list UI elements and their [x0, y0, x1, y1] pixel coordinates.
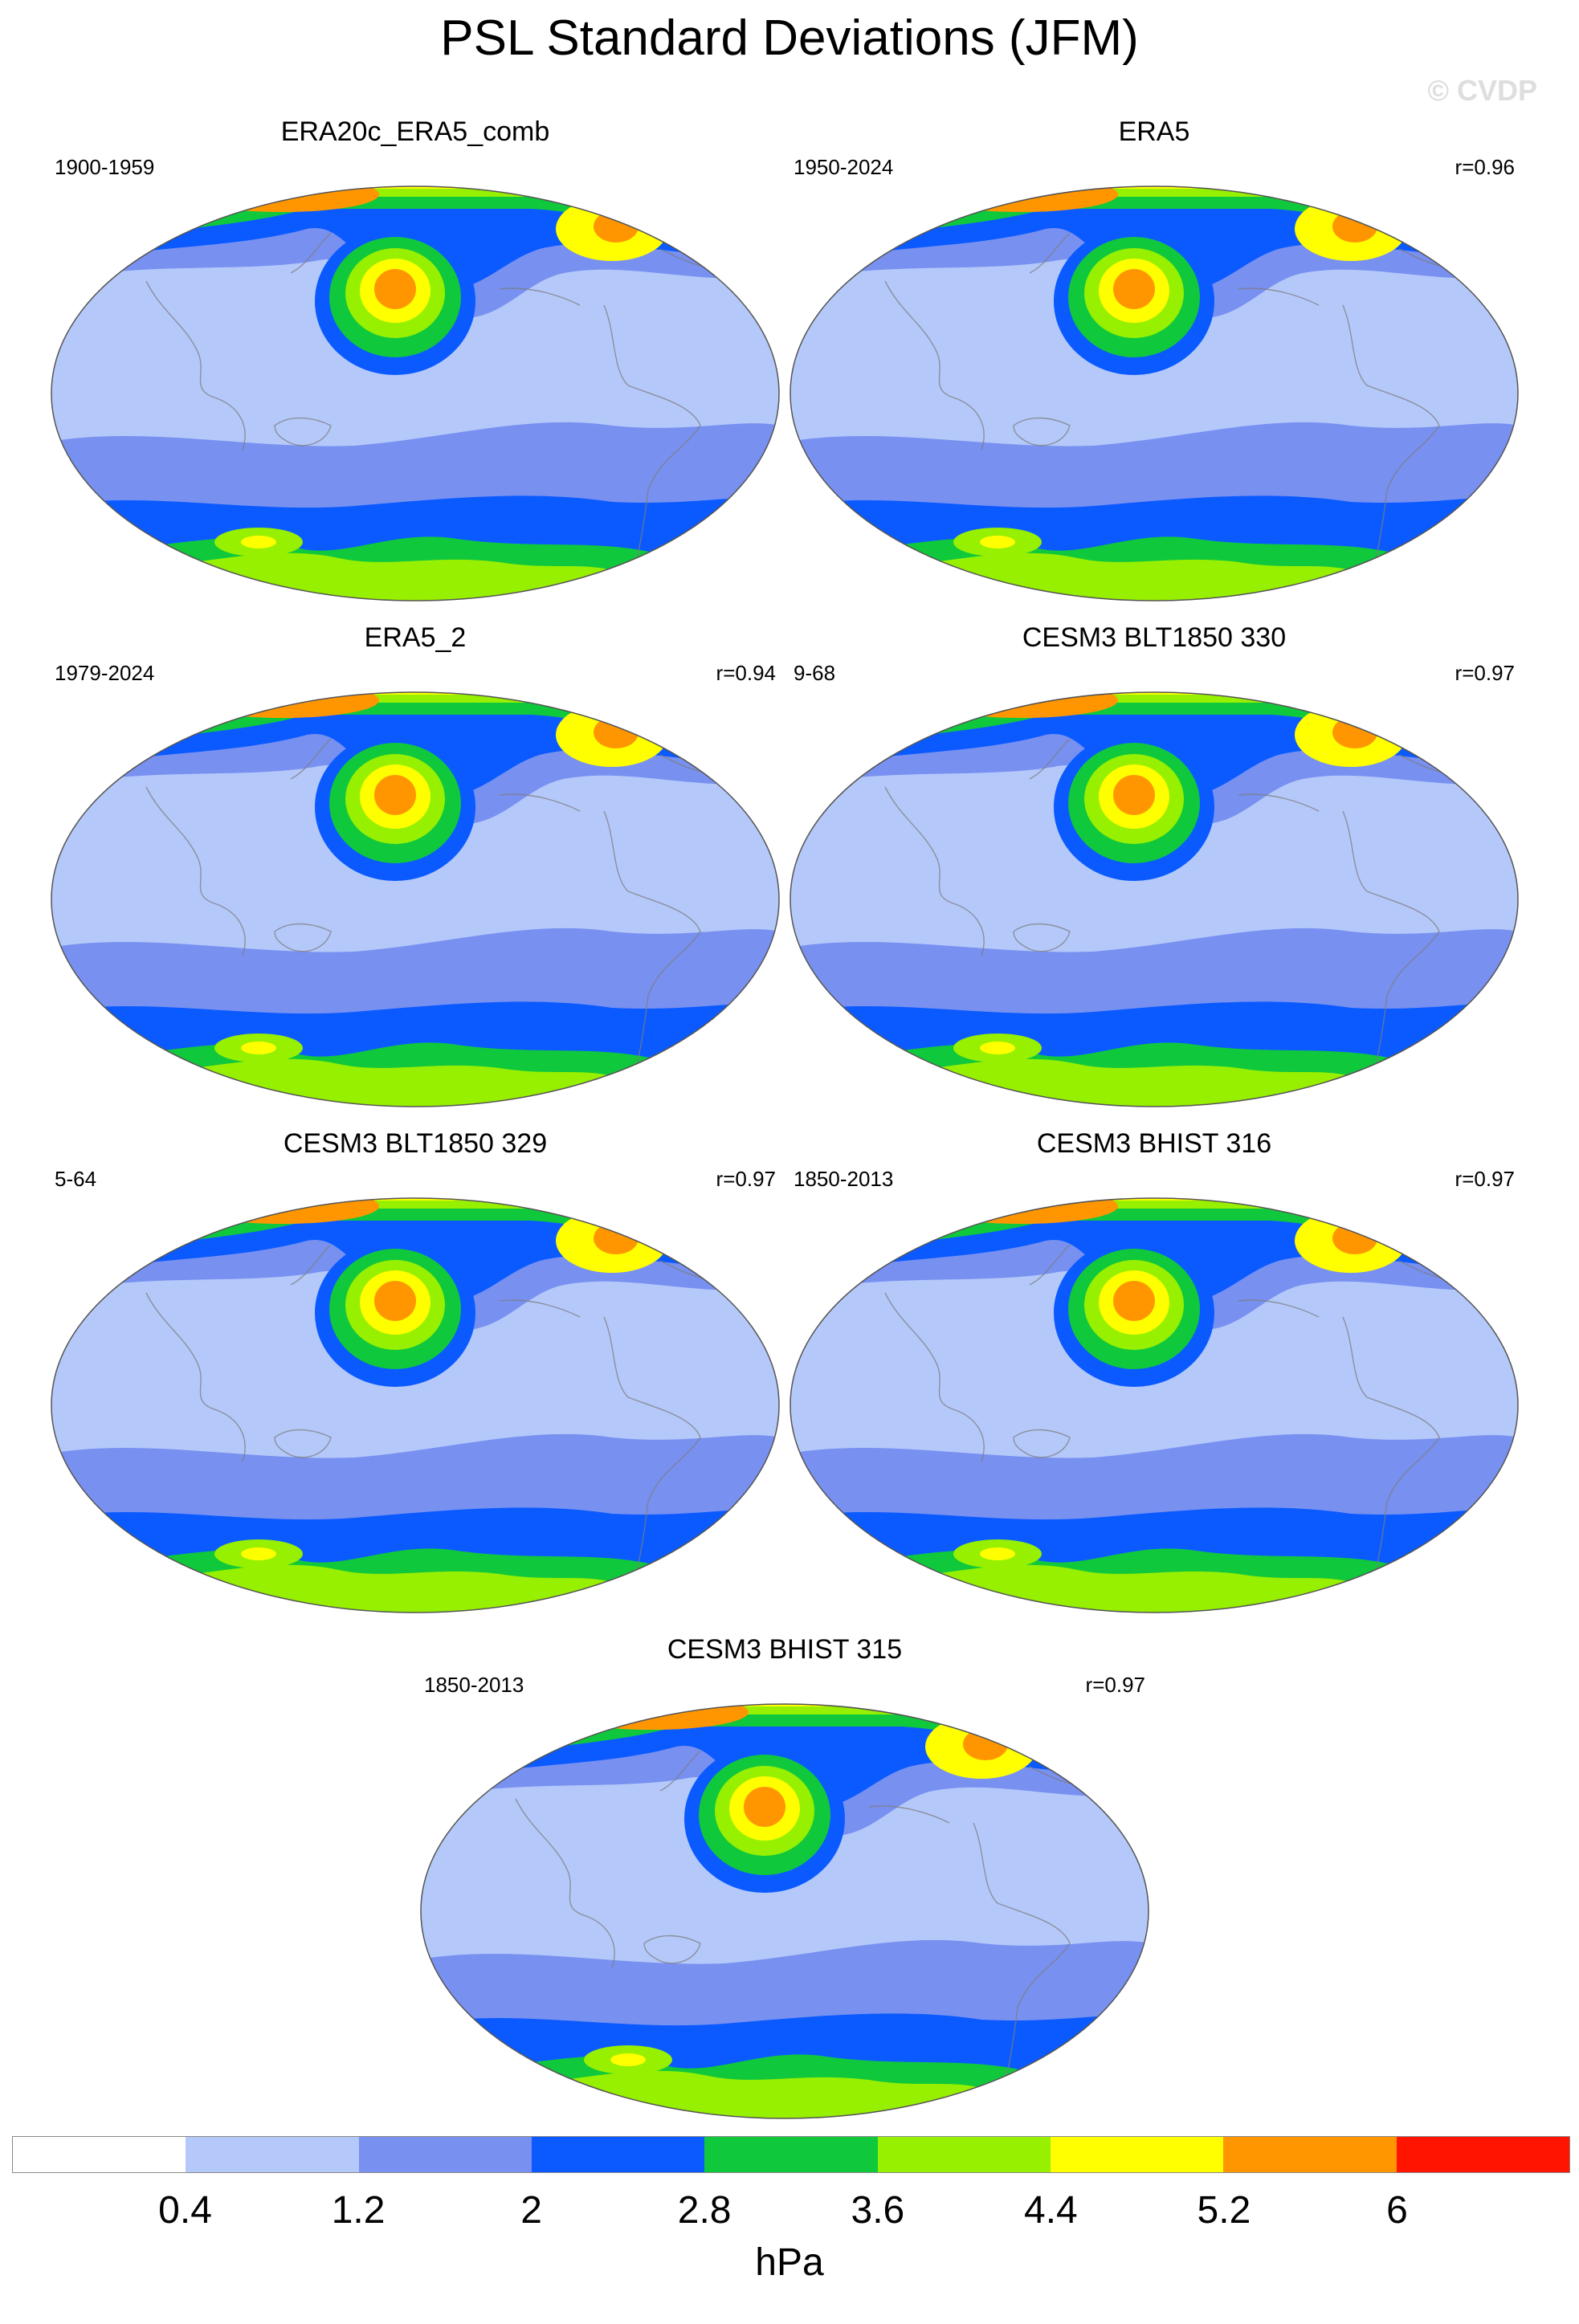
panel-years: 1850-2013 [794, 1167, 894, 1191]
panel-years: 1979-2024 [55, 661, 155, 685]
psl-stddev-map [789, 1197, 1520, 1614]
panel-years: 1950-2024 [794, 155, 894, 179]
figure-title: PSL Standard Deviations (JFM) [440, 10, 1139, 66]
colorbar-swatch [704, 2137, 878, 2172]
panel-title: ERA5_2 [364, 622, 467, 653]
panel-title: CESM3 BHIST 315 [667, 1634, 903, 1665]
psl-stddev-map [789, 185, 1520, 602]
map-panel: CESM3 BLT1850 329 5-64 r=0.97 [50, 1128, 781, 1610]
colorbar-swatch [1223, 2137, 1397, 2172]
colorbar-tick: 6 [1386, 2189, 1408, 2232]
panel-correlation: r=0.97 [1455, 1167, 1515, 1191]
map-panel: ERA5_2 1979-2024 r=0.94 [50, 622, 781, 1104]
panel-title: CESM3 BLT1850 329 [283, 1128, 548, 1159]
panel-correlation: r=0.97 [1085, 1673, 1145, 1697]
watermark: © CVDP [1427, 74, 1537, 107]
colorbar-tick: 2.8 [677, 2189, 732, 2232]
panel-correlation: r=0.94 [716, 661, 776, 685]
psl-stddev-map [50, 1197, 781, 1614]
colorbar-tick: 1.2 [331, 2189, 386, 2232]
panel-years: 5-64 [55, 1167, 97, 1191]
map-panel: CESM3 BLT1850 330 9-68 r=0.97 [789, 622, 1520, 1104]
colorbar-swatch [531, 2137, 705, 2172]
psl-stddev-map [50, 691, 781, 1108]
panel-years: 9-68 [794, 661, 836, 685]
colorbar-ticks: 0.4 1.2 2 2.8 3.6 4.4 5.2 6 [12, 2188, 1570, 2236]
panel-years: 1850-2013 [424, 1673, 524, 1697]
panel-title: ERA20c_ERA5_comb [280, 116, 550, 147]
colorbar-units: hPa [755, 2241, 824, 2284]
map-panel: CESM3 BHIST 316 1850-2013 r=0.97 [789, 1128, 1520, 1610]
colorbar-tick: 2 [520, 2189, 542, 2232]
panel-correlation: r=0.96 [1455, 155, 1515, 179]
colorbar-tick: 3.6 [851, 2189, 905, 2232]
psl-stddev-map [419, 1702, 1150, 2120]
panel-title: CESM3 BHIST 316 [1036, 1128, 1272, 1159]
colorbar-tick: 0.4 [158, 2189, 212, 2232]
colorbar-swatch [13, 2137, 186, 2172]
map-panel: CESM3 BHIST 315 1850-2013 r=0.97 [419, 1634, 1150, 2116]
colorbar-tick: 5.2 [1197, 2189, 1251, 2232]
map-panel: ERA20c_ERA5_comb 1900-1959 [50, 116, 781, 598]
colorbar [12, 2136, 1570, 2173]
colorbar-swatch [358, 2137, 532, 2172]
psl-stddev-map [50, 185, 781, 602]
colorbar-swatch [877, 2137, 1051, 2172]
psl-stddev-map [789, 691, 1520, 1108]
panel-title: ERA5 [1118, 116, 1190, 147]
map-panel: ERA5 1950-2024 r=0.96 [789, 116, 1520, 598]
colorbar-swatch [186, 2137, 359, 2172]
panel-correlation: r=0.97 [716, 1167, 776, 1191]
panel-correlation: r=0.97 [1455, 661, 1515, 685]
panel-years: 1900-1959 [55, 155, 155, 179]
colorbar-tick: 4.4 [1024, 2189, 1078, 2232]
colorbar-swatch [1050, 2137, 1224, 2172]
colorbar-swatch [1396, 2137, 1569, 2172]
panel-title: CESM3 BLT1850 330 [1022, 622, 1287, 653]
